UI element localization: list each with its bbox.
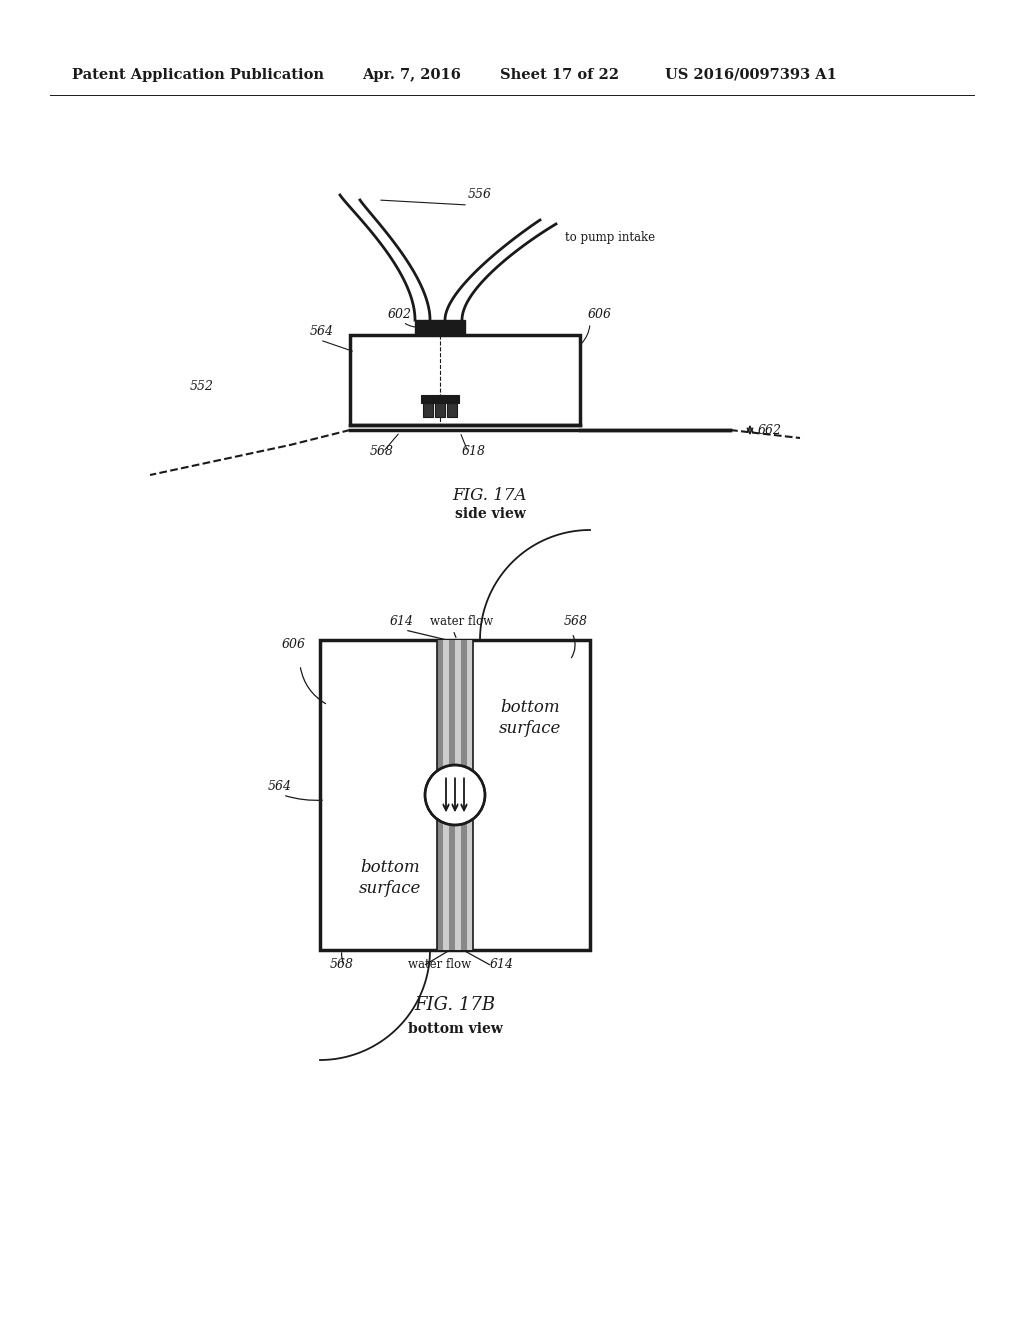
Text: bottom view: bottom view xyxy=(408,1022,503,1036)
Bar xyxy=(435,403,445,417)
Text: 556: 556 xyxy=(468,187,492,201)
Bar xyxy=(423,403,433,417)
Text: 564: 564 xyxy=(310,325,334,338)
Bar xyxy=(447,403,457,417)
Circle shape xyxy=(425,766,485,825)
Bar xyxy=(449,640,455,950)
Text: 614: 614 xyxy=(490,958,514,972)
Bar xyxy=(455,640,461,950)
Text: water flow: water flow xyxy=(430,615,494,628)
Text: 568: 568 xyxy=(370,445,394,458)
Text: 568: 568 xyxy=(564,615,588,628)
Text: FIG. 17B: FIG. 17B xyxy=(415,997,496,1014)
Text: bottom
surface: bottom surface xyxy=(499,700,561,737)
Text: 618: 618 xyxy=(462,445,486,458)
Text: Patent Application Publication: Patent Application Publication xyxy=(72,69,324,82)
Text: 564: 564 xyxy=(268,780,292,793)
Text: Apr. 7, 2016: Apr. 7, 2016 xyxy=(362,69,461,82)
Text: side view: side view xyxy=(455,507,525,521)
Text: 606: 606 xyxy=(282,638,306,651)
Text: 602: 602 xyxy=(388,308,412,321)
Text: to pump intake: to pump intake xyxy=(565,231,655,244)
Text: Sheet 17 of 22: Sheet 17 of 22 xyxy=(500,69,620,82)
Text: 568: 568 xyxy=(330,958,354,972)
Bar xyxy=(319,640,590,950)
Bar xyxy=(443,640,449,950)
Text: water flow: water flow xyxy=(408,958,471,972)
Text: FIG. 17A: FIG. 17A xyxy=(453,487,527,504)
Bar xyxy=(350,335,580,425)
Bar xyxy=(467,640,473,950)
Text: 606: 606 xyxy=(588,308,612,321)
Bar xyxy=(437,640,443,950)
Bar xyxy=(421,395,459,403)
Text: bottom
surface: bottom surface xyxy=(358,859,421,898)
Bar xyxy=(461,640,467,950)
Circle shape xyxy=(426,766,484,824)
Text: 662: 662 xyxy=(758,424,782,437)
Text: 552: 552 xyxy=(190,380,214,393)
Bar xyxy=(415,319,465,335)
Text: 614: 614 xyxy=(390,615,414,628)
Text: US 2016/0097393 A1: US 2016/0097393 A1 xyxy=(665,69,837,82)
